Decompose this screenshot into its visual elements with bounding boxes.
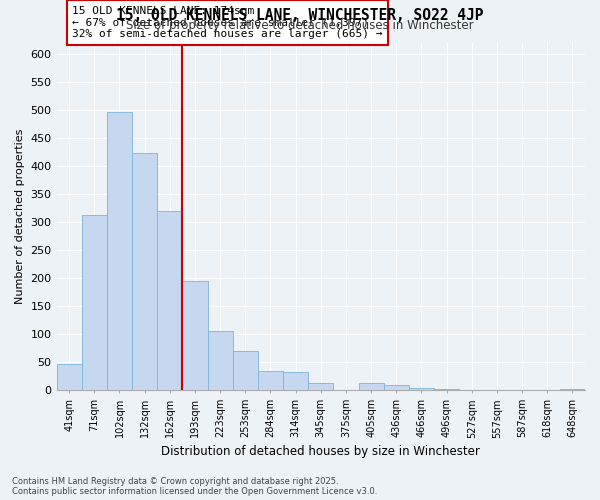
Bar xyxy=(359,382,383,390)
Text: 15 OLD KENNELS LANE: 174sqm
← 67% of detached houses are smaller (1,397)
32% of : 15 OLD KENNELS LANE: 174sqm ← 67% of det… xyxy=(73,6,383,39)
Bar xyxy=(107,112,132,390)
Y-axis label: Number of detached properties: Number of detached properties xyxy=(15,129,25,304)
Bar xyxy=(132,153,157,390)
Text: 15, OLD KENNELS LANE, WINCHESTER, SO22 4JP: 15, OLD KENNELS LANE, WINCHESTER, SO22 4… xyxy=(116,8,484,22)
Text: Contains HM Land Registry data © Crown copyright and database right 2025.: Contains HM Land Registry data © Crown c… xyxy=(12,478,338,486)
Bar xyxy=(208,332,233,390)
Bar xyxy=(157,211,182,390)
Bar xyxy=(56,364,82,390)
Bar xyxy=(409,388,434,390)
Bar xyxy=(308,382,334,390)
Text: Size of property relative to detached houses in Winchester: Size of property relative to detached ho… xyxy=(126,19,474,32)
Bar xyxy=(383,385,409,390)
Bar xyxy=(233,351,258,391)
X-axis label: Distribution of detached houses by size in Winchester: Distribution of detached houses by size … xyxy=(161,444,480,458)
Bar xyxy=(82,215,107,390)
Text: Contains public sector information licensed under the Open Government Licence v3: Contains public sector information licen… xyxy=(12,488,377,496)
Bar xyxy=(182,281,208,390)
Bar xyxy=(283,372,308,390)
Bar xyxy=(258,371,283,390)
